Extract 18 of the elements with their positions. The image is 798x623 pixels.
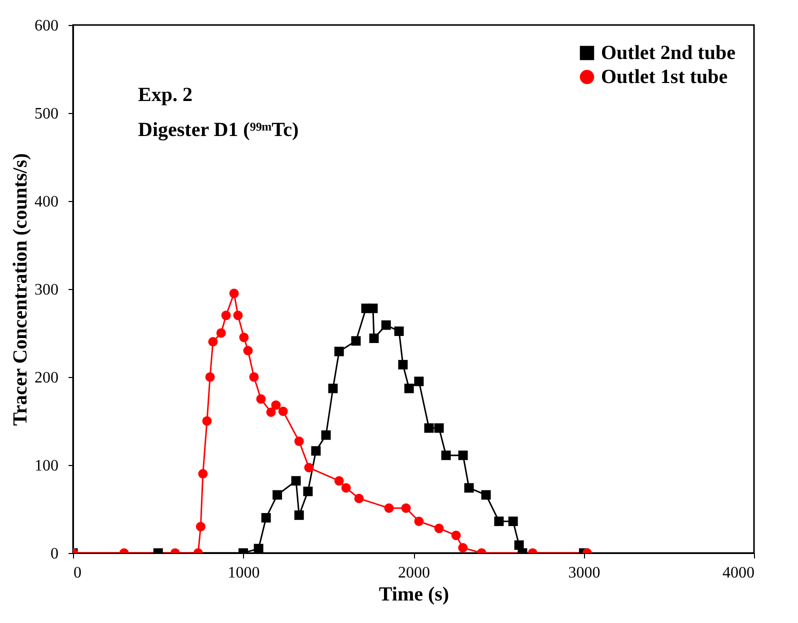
- x-tick-label: 4000: [722, 564, 754, 582]
- y-tick-label: 200: [34, 370, 58, 386]
- y-axis-title: Tracer Concentration (counts/s): [10, 153, 32, 426]
- x-tick-label: 2000: [398, 564, 430, 582]
- y-tick-label: 400: [34, 194, 58, 210]
- x-axis-title: Time (s): [378, 584, 450, 606]
- y-tick-label: 0: [50, 546, 58, 562]
- y-tick-label: 500: [34, 106, 58, 122]
- legend-label: Outlet 1st tube: [601, 66, 728, 88]
- x-tick-label: 0: [74, 564, 82, 582]
- legend-label: Outlet 2nd tube: [601, 42, 736, 64]
- y-tick-label: 300: [34, 282, 58, 298]
- y-tick-label: 600: [34, 18, 58, 34]
- y-tick-label: 100: [34, 458, 58, 474]
- annotation: Digester D1 (⁹⁹ᵐTc): [138, 119, 299, 141]
- x-tick-label: 1000: [228, 564, 260, 582]
- x-tick-label: 3000: [568, 564, 600, 582]
- annotation: Exp. 2: [138, 84, 192, 106]
